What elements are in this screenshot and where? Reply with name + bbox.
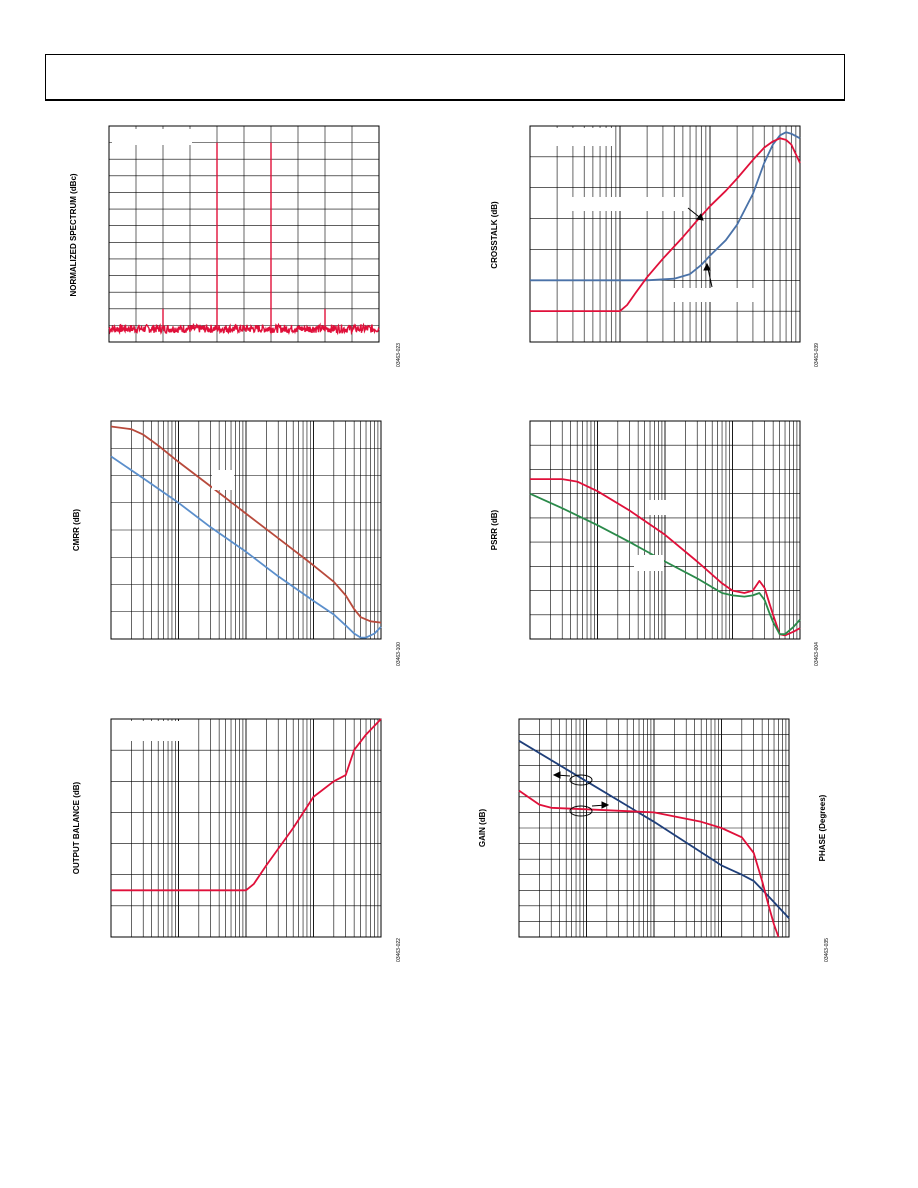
ylabel-cmrr: CMRR (dB)	[72, 509, 81, 552]
figure-id-cmrr: 03463-100	[396, 642, 402, 666]
ylabel-output-balance: OUTPUT BALANCE (dB)	[72, 781, 81, 874]
gain-marker-arrow-head	[552, 771, 561, 779]
crosstalk-annotations	[687, 207, 713, 288]
crosstalk-series-1	[530, 137, 801, 312]
spectrum-chart	[108, 125, 380, 343]
psrr-series-1	[529, 492, 801, 636]
psrr-chart	[529, 420, 801, 640]
gain_phase-chart	[518, 718, 790, 938]
ylabel-phase: PHASE (Degrees)	[818, 794, 827, 861]
crosstalk-label-blank-2	[672, 288, 762, 302]
gain-phase-markers	[552, 771, 610, 817]
page-header-box	[45, 54, 845, 101]
gain-marker-ellipse	[569, 774, 593, 786]
spectrum-plot-frame	[108, 125, 380, 343]
output_balance-plot-frame	[110, 718, 382, 938]
psrr-label-blank-1	[645, 500, 685, 515]
crosstalk-plot-frame	[529, 125, 801, 343]
crosstalk-chart	[529, 125, 801, 343]
figure-id-crosstalk: 03463-039	[814, 343, 820, 367]
ylabel-psrr: PSRR (dB)	[490, 509, 499, 550]
cmrr-label-blank	[212, 470, 234, 490]
crosstalk-series-0	[530, 131, 801, 282]
gain_phase-plot-frame	[518, 718, 790, 938]
figure-id-spectrum: 03463-023	[396, 343, 402, 367]
output_balance-chart	[110, 718, 382, 938]
phase-marker-arrow-head	[601, 801, 610, 809]
figure-id-gain-phase: 03463-035	[824, 938, 830, 962]
crosstalk-arrow-upper-head	[696, 212, 704, 221]
psrr-plot-frame	[529, 420, 801, 640]
cmrr-series-1	[110, 455, 382, 639]
psrr-label-blank-2	[634, 555, 664, 571]
ylabel-gain: GAIN (dB)	[478, 809, 487, 848]
cmrr-series-0	[110, 425, 382, 624]
output_balance-series-0	[111, 718, 382, 892]
output-balance-legend-blank	[113, 721, 193, 741]
phase-marker-ellipse	[569, 805, 593, 817]
cmrr-chart	[110, 420, 382, 640]
figure-id-psrr: 03463-004	[814, 642, 820, 666]
crosstalk-label-blank-1	[565, 197, 685, 211]
gain_phase-series-1	[518, 789, 780, 938]
spectrum-noise-floor	[108, 322, 380, 336]
cmrr-plot-frame	[110, 420, 382, 640]
ylabel-spectrum: NORMALIZED SPECTRUM (dBc)	[69, 173, 78, 296]
figure-id-output-balance: 03463-022	[396, 938, 402, 962]
crosstalk-legend-blank-top	[555, 128, 615, 146]
crosstalk-arrow-lower-head	[703, 262, 711, 271]
spectrum-legend-blank	[112, 129, 192, 145]
ylabel-crosstalk: CROSSTALK (dB)	[490, 201, 499, 269]
